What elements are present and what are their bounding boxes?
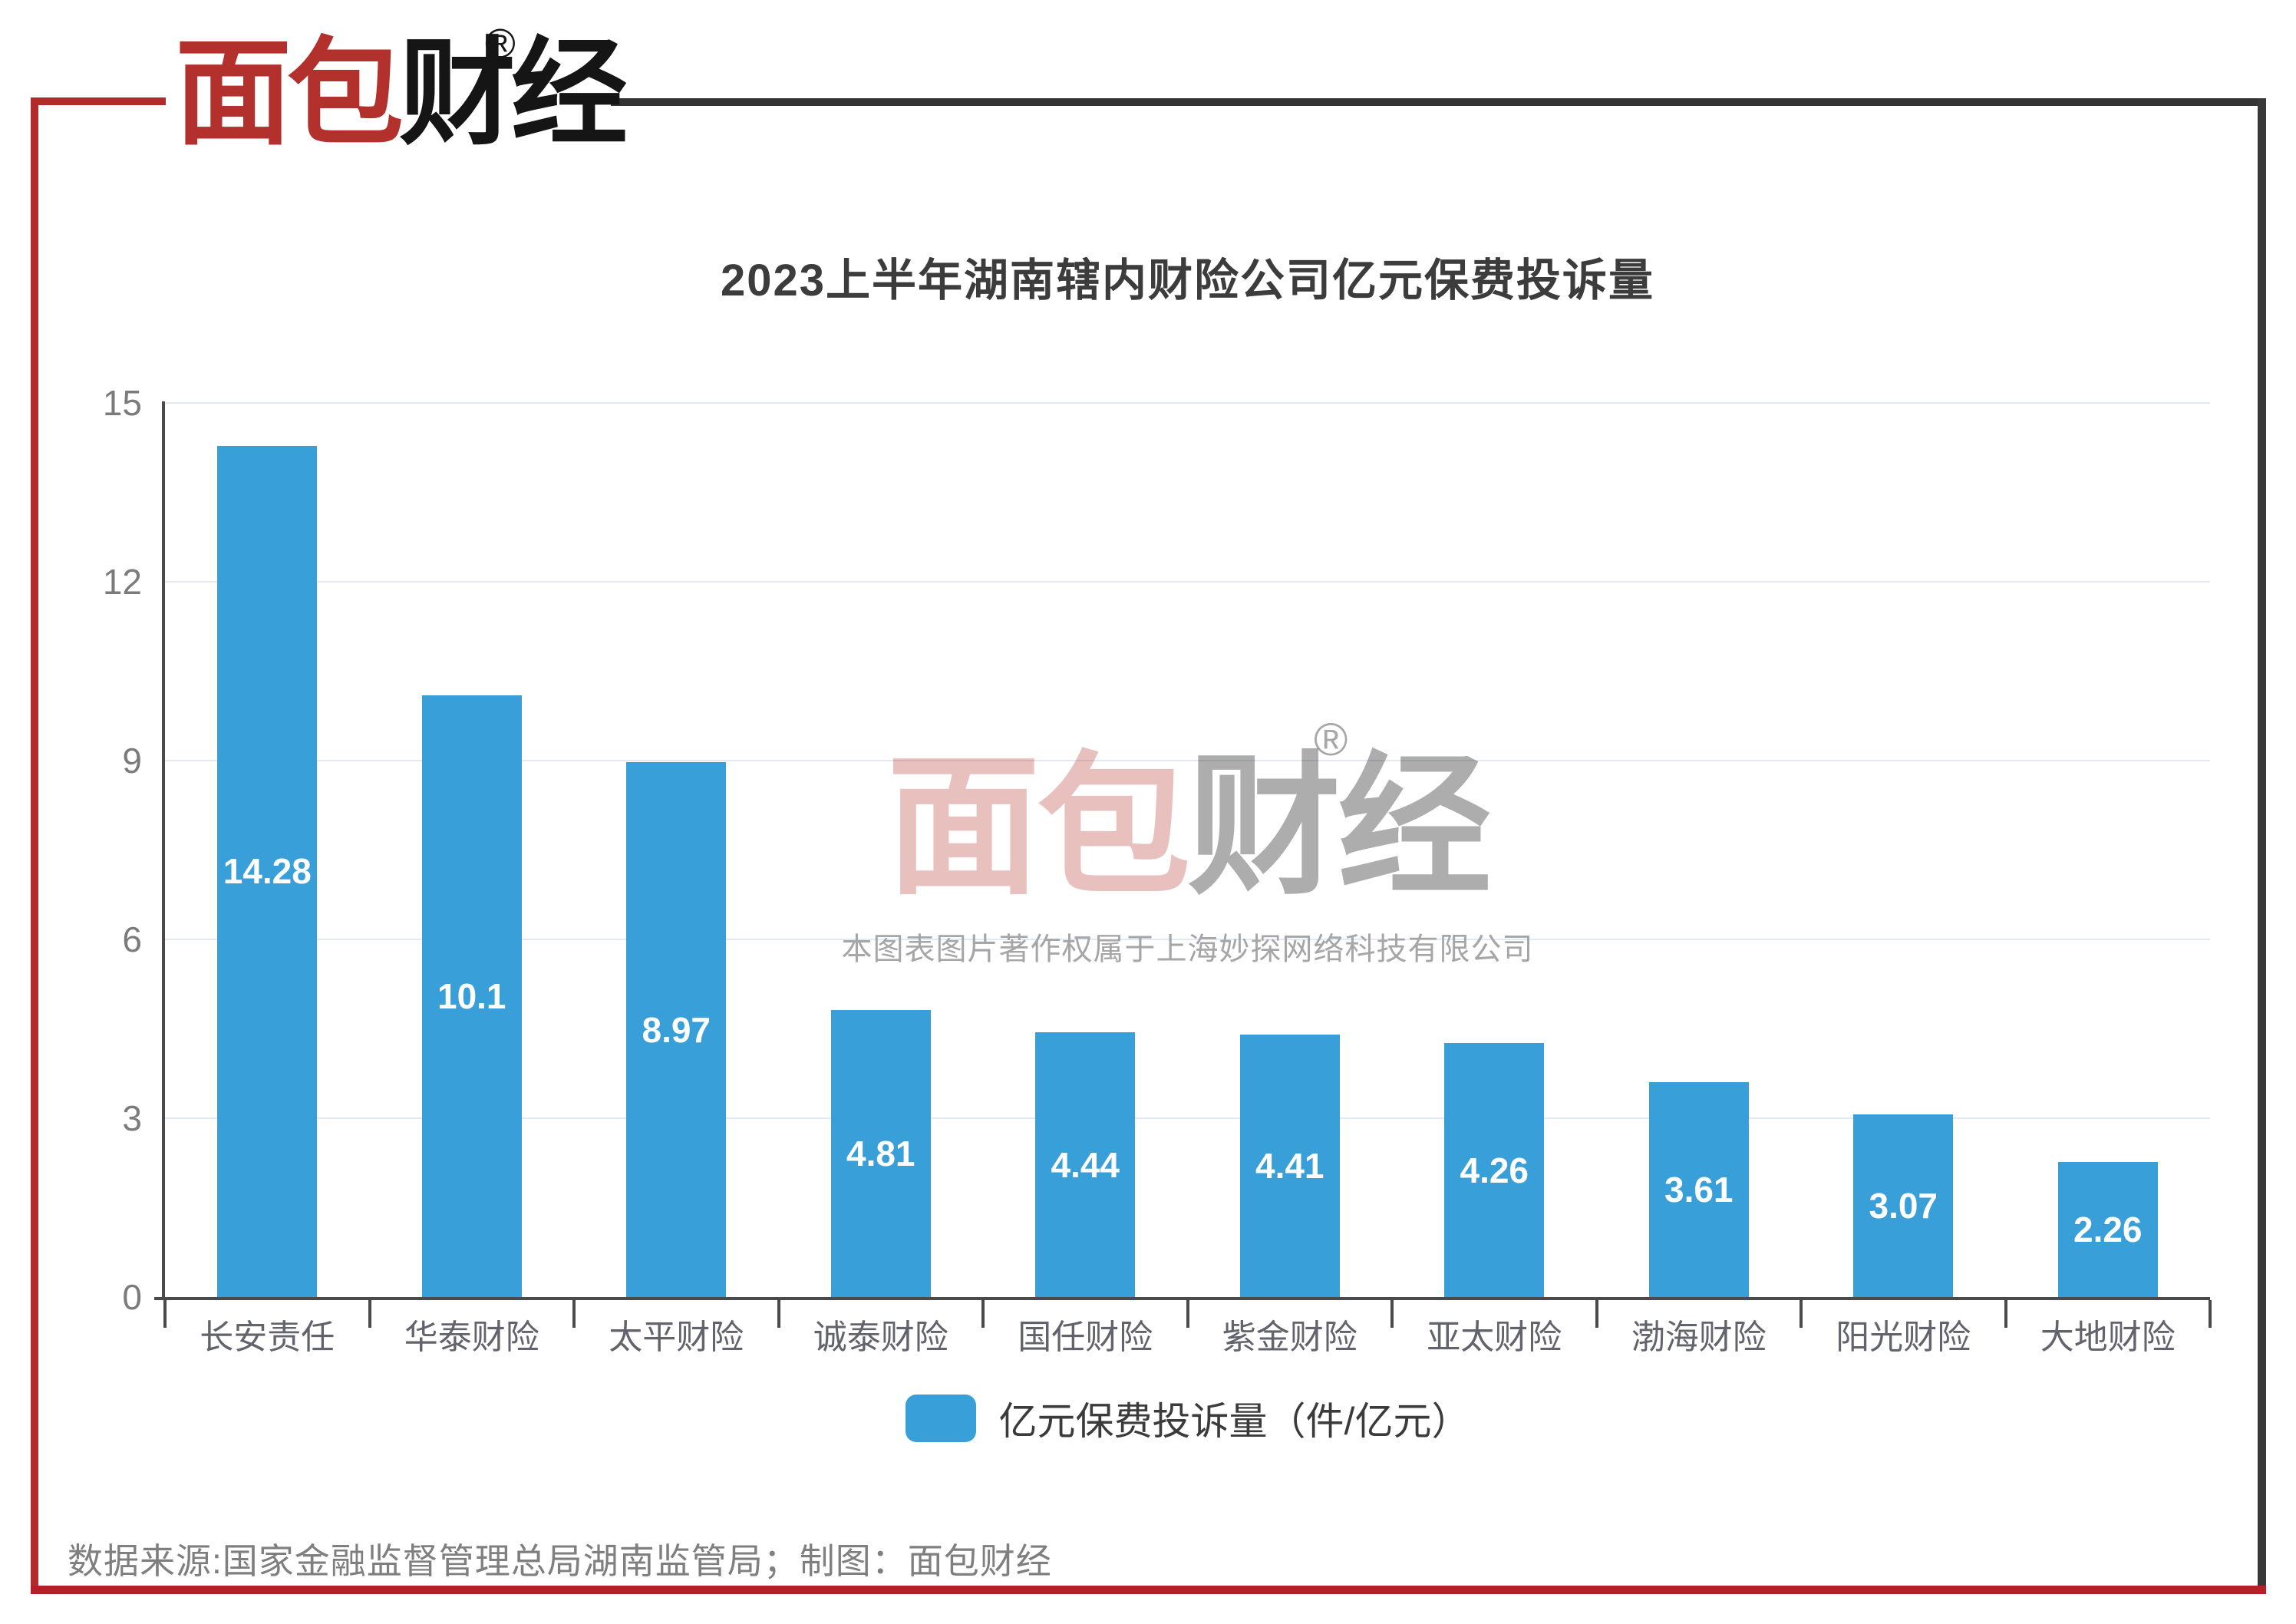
gridline [165,1117,2210,1119]
legend: 亿元保费投诉量（件/亿元） [165,1391,2210,1446]
bar-value-label: 4.26 [1460,1150,1529,1190]
frame-red-left-line [31,97,38,1594]
bar: 14.28 [217,445,318,1297]
bar-value-label: 4.41 [1255,1145,1324,1186]
brand-logo-text-black: 财经 [399,28,628,159]
axis-tick [1186,1300,1189,1328]
frame-dark-right-line [2258,98,2266,1594]
x-axis-label: 华泰财险 [404,1319,539,1356]
gridline [165,939,2210,940]
brand-logo: 面包财经 ® [175,17,628,178]
x-axis-label: 亚太财险 [1427,1319,1562,1356]
y-axis-tick-label: 3 [122,1098,142,1138]
legend-swatch [905,1395,976,1442]
y-axis-tick-label: 0 [122,1277,142,1317]
gridline [165,402,2210,404]
y-axis-tick-label: 12 [102,562,142,602]
x-axis-label: 太平财险 [609,1319,744,1356]
frame-red-bottom-bar [31,1586,2266,1594]
axis-tick [572,1300,576,1328]
x-axis-label: 渤海财险 [1631,1319,1767,1356]
brand-logo-text-red: 面包 [175,28,404,159]
y-axis-line [162,401,165,1300]
bar: 10.1 [421,695,522,1297]
axis-tick [2004,1300,2007,1328]
bar: 4.41 [1239,1034,1340,1297]
gridline [165,760,2210,761]
y-axis-tick-label: 15 [102,383,142,423]
frame-red-top-line [31,97,166,105]
y-axis-tick-label: 9 [122,741,142,781]
x-axis-label: 阳光财险 [1836,1319,1971,1356]
axis-tick [2209,1300,2212,1328]
axis-tick [1800,1300,1803,1328]
axis-tick [777,1300,780,1328]
x-axis-line [154,1297,2210,1300]
x-axis-labels: 长安责任 华泰财险 太平财险 诚泰财险 国任财险 紫金财险 亚太财险 渤海财险 阳光财险 大地财险 [165,1309,2210,1356]
registered-mark-icon: ® [485,21,516,67]
x-axis-label: 长安责任 [200,1319,335,1356]
x-axis-label: 国任财险 [1018,1319,1153,1356]
axis-tick [981,1300,985,1328]
bar-value-label: 4.44 [1051,1144,1120,1185]
axis-tick [368,1300,371,1328]
x-axis-label: 紫金财险 [1222,1319,1357,1356]
gridline [165,581,2210,583]
legend-label: 亿元保费投诉量（件/亿元） [998,1400,1470,1443]
bar: 2.26 [2057,1162,2158,1297]
footer-source: 数据来源:国家金融监督管理总局湖南监管局；制图：面包财经 [68,1541,1052,1581]
bar: 4.26 [1444,1043,1545,1297]
frame-dark-top-line [611,98,2265,106]
bar: 8.97 [626,762,727,1297]
axis-tick [1595,1300,1598,1328]
bar-value-label: 3.07 [1869,1185,1938,1226]
bar: 3.07 [1853,1114,1954,1297]
bar: 3.61 [1648,1081,1749,1297]
bar: 4.81 [830,1010,931,1297]
bar-value-label: 3.61 [1664,1169,1734,1210]
x-axis-label: 大地财险 [2040,1319,2176,1356]
axis-tick [163,1300,167,1328]
x-axis-label: 诚泰财险 [813,1319,948,1356]
chart-title: 2023上半年湖南辖内财险公司亿元保费投诉量 [720,256,1655,305]
bar-value-label: 2.26 [2073,1210,2143,1250]
bar-value-label: 14.28 [223,851,312,892]
bar: 4.44 [1035,1032,1136,1297]
y-axis-labels: 0 3 6 9 12 15 [0,385,142,1315]
bar-value-label: 4.81 [846,1134,915,1174]
bar-value-label: 10.1 [437,975,506,1016]
bar-value-label: 8.97 [642,1009,711,1050]
axis-tick [1390,1300,1394,1328]
plot-area: 14.28 10.1 8.97 4.81 4.44 4.41 4.26 3.61 3.07 2.2… [154,401,2212,1328]
y-axis-tick-label: 6 [122,919,142,959]
